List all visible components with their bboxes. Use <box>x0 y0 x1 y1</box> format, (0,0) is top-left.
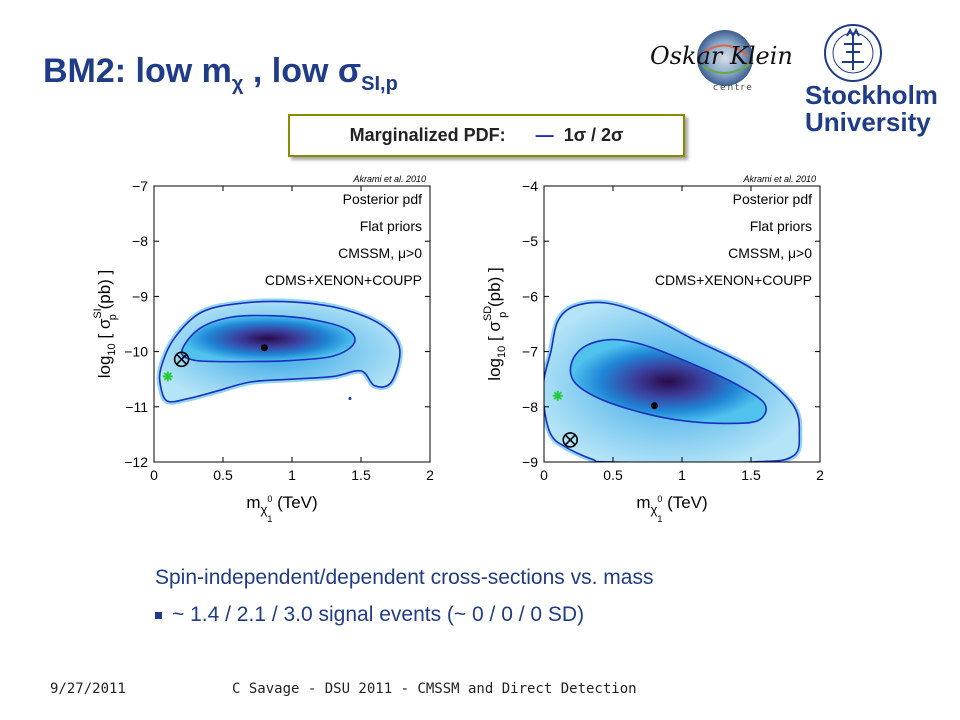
contour-1sigma <box>180 314 356 363</box>
oskar-klein-logo: Oskar Klein centre <box>650 30 793 93</box>
legend-value: 1σ / 2σ <box>563 125 624 145</box>
annotation: Posterior pdf <box>733 191 812 207</box>
annotation: CMSSM, μ>0 <box>338 245 422 261</box>
plot-sd: 0 0.5 1 1.5 2 −9 −8 −7 −6 −5 −4 Akrami et al. 2010 P… <box>480 170 840 530</box>
bestfit-point <box>173 351 190 368</box>
title-main: BM2: low m <box>43 52 232 90</box>
legend-box: Marginalized PDF: — 1σ / 2σ <box>288 114 685 157</box>
density-layer <box>544 299 803 462</box>
x-tick-label: 0.5 <box>603 467 623 483</box>
y-tick-label: −9 <box>132 288 148 304</box>
bestfit-point <box>562 432 579 448</box>
y-tick-label: −8 <box>522 399 538 415</box>
y-tick-label: −5 <box>522 233 538 249</box>
y-tick-label: −6 <box>522 288 538 304</box>
stray-point <box>348 397 352 401</box>
mean-point <box>260 344 268 352</box>
plot-si-svg: 0 0.5 1 1.5 2 −12 −11 −10 −9 −8 −7 Akrami et al. 20… <box>92 174 434 524</box>
annotation: Flat priors <box>360 218 422 234</box>
citation: Akrami et al. 2010 <box>352 174 426 184</box>
footer-date: 9/27/2011 <box>50 681 126 697</box>
y-tick-label: −11 <box>125 399 148 415</box>
title-subscript: SI,p <box>361 73 398 95</box>
mean-point <box>650 402 658 410</box>
benchmark-point <box>162 371 173 382</box>
x-tick-label: 0 <box>150 467 158 483</box>
y-axis-label: log10 [ σSI p (pb) ] <box>92 270 119 379</box>
annotation: CMSSM, μ>0 <box>728 245 812 261</box>
contour-2sigma <box>158 300 401 403</box>
university-name: Stockholm University <box>805 82 938 136</box>
y-tick-label: −4 <box>522 178 538 194</box>
plot-si: 0 0.5 1 1.5 2 −12 −11 −10 −9 −8 −7 Akrami et al. 20… <box>90 170 450 530</box>
x-axis-label: mχ0 1 (TeV) <box>636 493 707 524</box>
x-tick-label: 1 <box>678 467 686 483</box>
logo-centre: centre <box>713 83 754 93</box>
university-seal <box>824 24 882 82</box>
y-tick-label: −12 <box>124 454 148 470</box>
legend-label: Marginalized PDF: <box>349 125 506 145</box>
caption: Spin-independent/dependent cross-section… <box>155 566 654 589</box>
density-1sigma-fill <box>181 315 355 362</box>
bullet-square-icon <box>155 611 162 619</box>
university-line1: Stockholm <box>805 80 938 110</box>
x-tick-label: 2 <box>426 467 434 483</box>
bullet-item: ~ 1.4 / 2.1 / 3.0 signal events (~ 0 / 0… <box>155 603 584 627</box>
y-tick-label: −7 <box>522 344 538 360</box>
annotation: Flat priors <box>750 218 812 234</box>
bullet-text: ~ 1.4 / 2.1 / 3.0 signal events (~ 0 / 0… <box>172 603 585 626</box>
y-axis-label: log10 [ σSD p (pb) ] <box>482 267 509 380</box>
x-tick-label: 0.5 <box>213 467 233 483</box>
density-1sigma-fill <box>570 339 767 424</box>
citation: Akrami et al. 2010 <box>742 174 816 184</box>
contour-1sigma <box>569 338 767 425</box>
x-tick-label: 1.5 <box>741 467 761 483</box>
footer-text: C Savage - DSU 2011 - CMSSM and Direct D… <box>232 681 637 697</box>
plot-sd-svg: 0 0.5 1 1.5 2 −9 −8 −7 −6 −5 −4 Akrami et al. 2010 P… <box>482 174 824 524</box>
legend-line: — <box>535 125 554 145</box>
x-tick-label: 0 <box>540 467 548 483</box>
title-chi-subscript: χ <box>231 73 244 95</box>
density-layer <box>156 298 403 405</box>
logos: Oskar Klein centre Stockholm University <box>640 24 938 136</box>
y-tick-label: −10 <box>124 344 148 360</box>
slide-title: BM2: low mχ , low σSI,p <box>43 52 398 96</box>
annotation: CDMS+XENON+COUPP <box>655 272 812 288</box>
bestfit-cross <box>564 434 576 446</box>
title-mid: , low σ <box>243 52 362 90</box>
y-tick-label: −7 <box>132 178 148 194</box>
university-line2: University <box>805 107 931 137</box>
y-tick-label: −9 <box>522 454 538 470</box>
x-axis-label: mχ0 1 (TeV) <box>246 493 317 524</box>
benchmark-point <box>552 390 563 401</box>
x-tick-label: 1 <box>288 467 296 483</box>
bestfit-cross <box>176 353 188 365</box>
x-tick-label: 2 <box>816 467 824 483</box>
annotation: Posterior pdf <box>343 191 422 207</box>
contour-2sigma <box>544 301 801 462</box>
annotation: CDMS+XENON+COUPP <box>265 272 422 288</box>
logo-signature: Oskar Klein <box>650 42 793 70</box>
y-tick-label: −8 <box>132 233 148 249</box>
x-tick-label: 1.5 <box>351 467 371 483</box>
globe-icon <box>697 30 753 86</box>
